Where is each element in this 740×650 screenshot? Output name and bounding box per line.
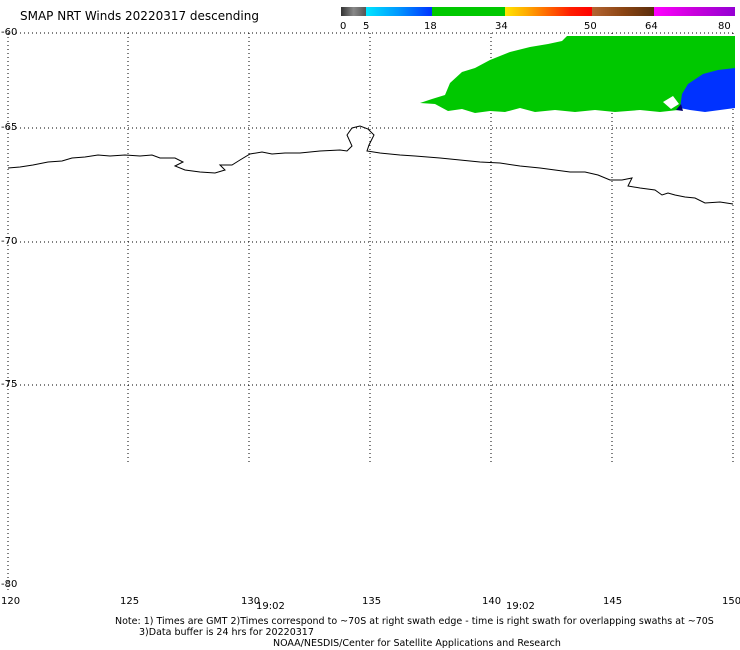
lon-label-135: 135 [362,596,382,607]
colorbar [341,7,735,16]
antarctic-coastline [7,125,734,205]
colorbar-label-50: 50 [584,21,597,32]
colorbar-segment-50-64 [592,7,654,16]
lat-label-65: -65 [1,122,18,133]
colorbar-label-0: 0 [340,21,347,32]
lon-label-140: 140 [482,596,502,607]
colorbar-label-64: 64 [645,21,658,32]
colorbar-label-34: 34 [495,21,508,32]
wind-swath-blue [680,68,735,112]
colorbar-label-5: 5 [363,21,370,32]
map-title: SMAP NRT Winds 20220317 descending [20,9,259,23]
footer-credit: NOAA/NESDIS/Center for Satellite Applica… [273,638,561,649]
lon-label-130: 130 [241,596,261,607]
colorbar-segment-64-80 [654,7,735,16]
lon-label-125: 125 [120,596,140,607]
lon-label-120: 120 [1,596,21,607]
colorbar-segment-5-18 [366,7,432,16]
colorbar-segment-0-5 [341,7,366,16]
lon-label-150: 150 [722,596,740,607]
lat-label-60: -60 [1,27,18,38]
swath-edge-marker [676,104,683,111]
lat-label-75: -75 [1,379,18,390]
swath-data-gap [663,96,679,109]
wind-swath-green [420,36,735,113]
colorbar-label-80: 80 [718,21,731,32]
lat-label-80: -80 [1,579,18,590]
lon-label-145: 145 [603,596,623,607]
swath-time-left: 19:02 [256,601,285,612]
colorbar-label-18: 18 [424,21,437,32]
colorbar-segment-34-50 [505,7,592,16]
swath-time-right: 19:02 [506,601,535,612]
lat-label-70: -70 [1,236,18,247]
colorbar-segment-18-34 [432,7,505,16]
footer-note-line1: Note: 1) Times are GMT 2)Times correspon… [115,616,714,627]
footer-note-line2: 3)Data buffer is 24 hrs for 20220317 [139,627,314,638]
